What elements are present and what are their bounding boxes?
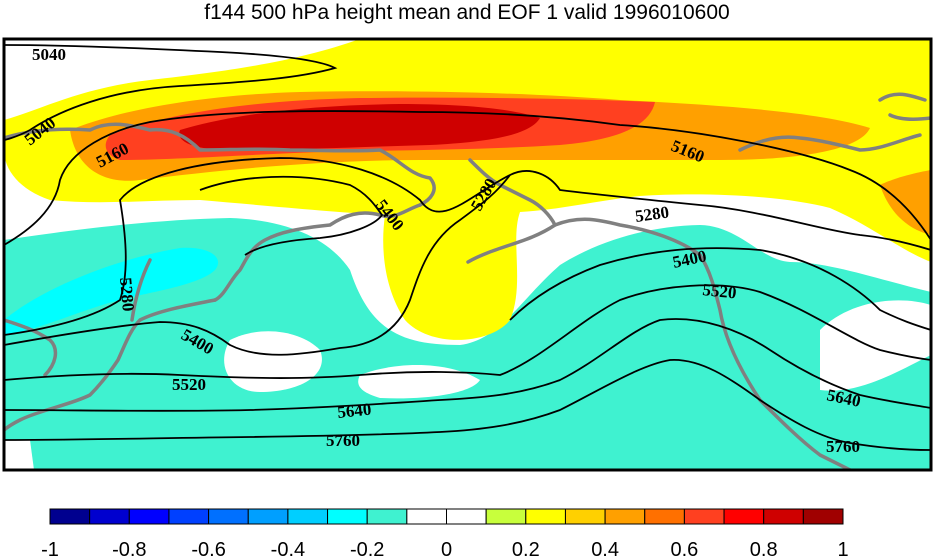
map-title: f144 500 hPa height mean and EOF 1 valid…: [204, 1, 730, 24]
colorbar-swatch: [604, 508, 646, 525]
coastlines: [4, 92, 931, 470]
height-contours: [4, 44, 931, 451]
colorbar-swatch: [446, 508, 487, 525]
colorbar-tick-label: -0.4: [271, 539, 305, 558]
eof-positive-core: [179, 104, 540, 150]
colorbar-swatch: [525, 508, 566, 525]
colorbar-swatch: [327, 508, 368, 525]
colorbar-tick-label: 1: [837, 539, 848, 558]
eof-neutral-patch: [4, 440, 34, 470]
eof-neutral-patch: [820, 300, 931, 391]
colorbar-tick-label: 0.4: [591, 539, 619, 558]
colorbar-swatch: [128, 508, 170, 525]
eof-positive-band: [880, 170, 931, 235]
colorbar-swatch: [366, 508, 408, 525]
colorbar-swatch: [89, 508, 130, 525]
colorbar: [49, 508, 844, 525]
colorbar-tick-label: -1: [41, 539, 59, 558]
colorbar-swatch: [406, 508, 448, 525]
eof-negative-core: [4, 247, 219, 335]
contour-5400-a: [199, 175, 384, 256]
colorbar-tick-label: -0.8: [112, 539, 146, 558]
colorbar-swatch: [247, 508, 289, 525]
colorbar-swatch: [802, 508, 844, 525]
eof-shading: 5040 5040 5160 5160 5280 5280 5280 5400 …: [4, 39, 931, 470]
colorbar-swatch: [564, 508, 606, 525]
contour-label: 5520: [172, 375, 206, 394]
contour-5040: [4, 44, 338, 141]
colorbar-swatch: [49, 508, 91, 525]
contour-label: 5760: [326, 431, 360, 450]
contour-5520: [4, 284, 931, 381]
colorbar-swatch: [763, 508, 804, 525]
contour-5640: [4, 318, 931, 412]
colorbar-swatch: [723, 508, 765, 525]
contour-label: 5520: [702, 280, 738, 302]
colorbar-tick-label: 0: [441, 539, 452, 558]
colorbar-tick-label: 0.2: [512, 539, 540, 558]
contour-5400-b: [4, 174, 511, 356]
colorbar-tick-label: 0.8: [750, 539, 778, 558]
contour-5760: [4, 359, 931, 451]
colorbar-swatch: [644, 508, 685, 525]
contour-5400-c: [509, 247, 931, 331]
contour-5280: [4, 157, 931, 336]
colorbar-swatch: [485, 508, 527, 525]
colorbar-ticks: -1 -0.8 -0.6 -0.4 -0.2 0 0.2 0.4 0.6 0.8 1: [41, 539, 848, 558]
contour-label: 5640: [336, 400, 372, 422]
colorbar-swatch: [287, 508, 329, 525]
colorbar-swatch: [683, 508, 725, 525]
colorbar-tick-label: -0.6: [191, 539, 225, 558]
colorbar-tick-label: -0.2: [350, 539, 384, 558]
colorbar-swatch: [168, 508, 210, 525]
contour-label: 5760: [826, 437, 860, 456]
eof-negative-region: [4, 218, 931, 470]
contour-label: 5280: [116, 277, 138, 313]
colorbar-tick-label: 0.6: [670, 539, 698, 558]
contour-5160: [4, 110, 931, 246]
contour-label: 5040: [32, 45, 66, 64]
eof-neutral-patch: [4, 39, 360, 120]
contour-label: 5280: [634, 202, 670, 226]
plot-frame: [2, 37, 933, 472]
colorbar-swatch: [208, 508, 249, 525]
